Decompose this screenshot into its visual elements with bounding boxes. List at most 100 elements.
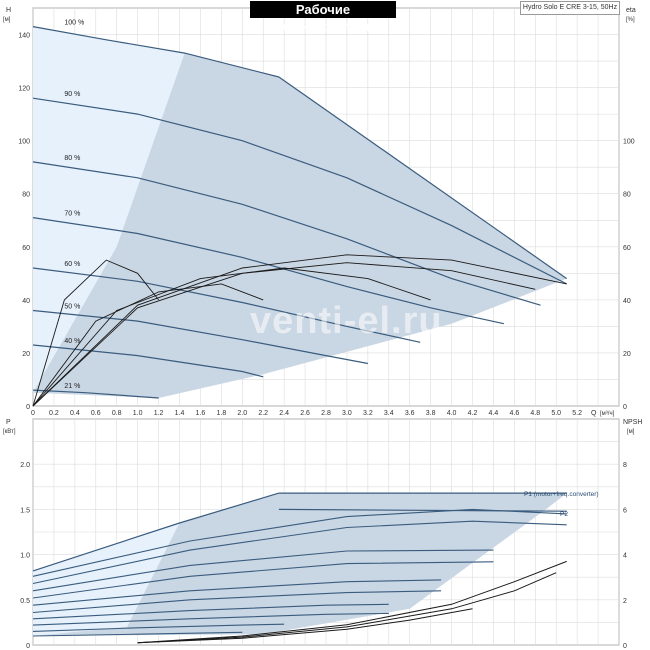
- x-tick-label: 1.8: [216, 410, 226, 417]
- head-curve-label: 60 %: [64, 261, 80, 268]
- x-tick-label: 0.8: [112, 410, 122, 417]
- x-tick-label: 0: [31, 410, 35, 417]
- watermark-text: venti-el.ru: [250, 300, 443, 342]
- npsh-y-tick-label: 8: [623, 462, 627, 469]
- y-tick-label: 80: [22, 192, 30, 199]
- x-tick-label: 5.0: [551, 410, 561, 417]
- x-tick-label: 3.0: [342, 410, 352, 417]
- x-tick-label: 2.8: [321, 410, 331, 417]
- power-curve-6: [32, 603, 389, 620]
- head-envelope: [33, 26, 567, 398]
- y-tick-label: 100: [18, 139, 30, 146]
- y-tick-label: 140: [18, 33, 30, 40]
- x-tick-label: 1.6: [196, 410, 206, 417]
- power-curve-3: [32, 561, 494, 599]
- head-curve-0: [32, 26, 280, 78]
- x-tick-label: 3.6: [405, 410, 415, 417]
- power-y-tick-label: 1.5: [20, 507, 30, 514]
- head-curve-2: [32, 161, 541, 306]
- x-tick-label: 0.6: [91, 410, 101, 417]
- y2-axis-unit: [%]: [626, 17, 635, 23]
- x-tick-label: 2.0: [237, 410, 247, 417]
- legend-p1: P1 (motor+freq.converter): [524, 491, 599, 498]
- power-axis-unit: [кВт]: [3, 429, 16, 435]
- y-axis-label: H: [6, 7, 11, 14]
- npsh-y-tick-label: 2: [623, 598, 627, 605]
- head-curve-label: 80 %: [64, 155, 80, 162]
- head-curve-label: 90 %: [64, 91, 80, 98]
- power-curve-1: [32, 520, 567, 585]
- y-tick-label: 60: [22, 245, 30, 252]
- eta-curve-0: [32, 254, 567, 407]
- x-tick-label: 2.2: [258, 410, 268, 417]
- power-curve-9: [32, 631, 243, 637]
- power-y-tick-label: 0: [26, 643, 30, 650]
- npsh-axis-unit: [м]: [627, 429, 635, 435]
- y2-tick-label: 80: [623, 192, 631, 199]
- y2-tick-label: 0: [623, 404, 627, 411]
- y2-tick-label: 40: [623, 298, 631, 305]
- npsh-curve-0: [137, 560, 567, 644]
- y-tick-label: 120: [18, 86, 30, 93]
- power-curve-2: [32, 549, 494, 592]
- head-curve-label: 40 %: [64, 338, 80, 345]
- x-tick-label: 1.4: [175, 410, 185, 417]
- head-curve-7: [32, 389, 159, 399]
- power-curve-8: [32, 623, 285, 632]
- npsh-curve-2: [137, 608, 473, 644]
- eta-curve-3: [32, 283, 264, 407]
- x-tick-label: 4.8: [530, 410, 540, 417]
- x-tick-label: 2.4: [279, 410, 289, 417]
- x-tick-label: 4.4: [489, 410, 499, 417]
- head-curve-label: 100 %: [64, 20, 84, 27]
- power-curve-5: [32, 590, 442, 614]
- y-axis-unit: [м]: [3, 17, 11, 23]
- x-tick-label: 1.2: [154, 410, 164, 417]
- y2-axis-label: eta: [626, 7, 636, 14]
- power-axis-label: P: [6, 419, 11, 426]
- head-curve-4: [32, 267, 421, 343]
- head-curve-1: [32, 97, 567, 285]
- x-tick-label: 1.0: [133, 410, 143, 417]
- x-tick-label: 4.0: [447, 410, 457, 417]
- y-tick-label: 20: [22, 351, 30, 358]
- eta-curve-2: [32, 267, 431, 407]
- model-label: Hydro Solo E CRE 3-15, 50Hz: [520, 1, 620, 15]
- y-tick-label: 0: [26, 404, 30, 411]
- head-curve-label: 21 %: [64, 383, 80, 390]
- x-tick-label: 0.4: [70, 410, 80, 417]
- y2-tick-label: 100: [623, 139, 635, 146]
- power-curve-7: [32, 612, 389, 626]
- x-tick-label: 3.2: [363, 410, 373, 417]
- head-curve-6: [32, 344, 264, 378]
- x-tick-label: 0.2: [49, 410, 59, 417]
- head-curve-label: 70 %: [64, 211, 80, 218]
- x-tick-label: 5.2: [572, 410, 582, 417]
- head-envelope-edge: [278, 76, 568, 280]
- y-tick-label: 40: [22, 298, 30, 305]
- eta-curve-1: [32, 262, 536, 407]
- power-y-tick-label: 2.0: [20, 462, 30, 469]
- x-tick-label: 3.4: [384, 410, 394, 417]
- x-axis-unit: [м³/ч]: [600, 411, 615, 417]
- x-tick-label: 4.2: [468, 410, 478, 417]
- power-curve-4: [32, 579, 442, 606]
- power-y-tick-label: 0.5: [20, 598, 30, 605]
- power-p2-line: [278, 508, 567, 512]
- x-tick-label: 4.6: [509, 410, 519, 417]
- head-curve-label: 50 %: [64, 303, 80, 310]
- head-curve-3: [32, 217, 505, 325]
- y2-tick-label: 60: [623, 245, 631, 252]
- legend-p2: P2: [560, 511, 568, 518]
- head-envelope-light: [33, 26, 185, 393]
- npsh-curve-1: [137, 572, 557, 644]
- chart-title: Рабочие характеристики: [250, 1, 396, 34]
- x-tick-label: 2.6: [300, 410, 310, 417]
- npsh-y-tick-label: 6: [623, 507, 627, 514]
- y2-tick-label: 20: [623, 351, 631, 358]
- power-envelope-edge: [32, 492, 280, 572]
- power-y-tick-label: 1.0: [20, 553, 30, 560]
- x-axis-label: Q: [591, 410, 597, 417]
- npsh-y-tick-label: 4: [623, 553, 627, 560]
